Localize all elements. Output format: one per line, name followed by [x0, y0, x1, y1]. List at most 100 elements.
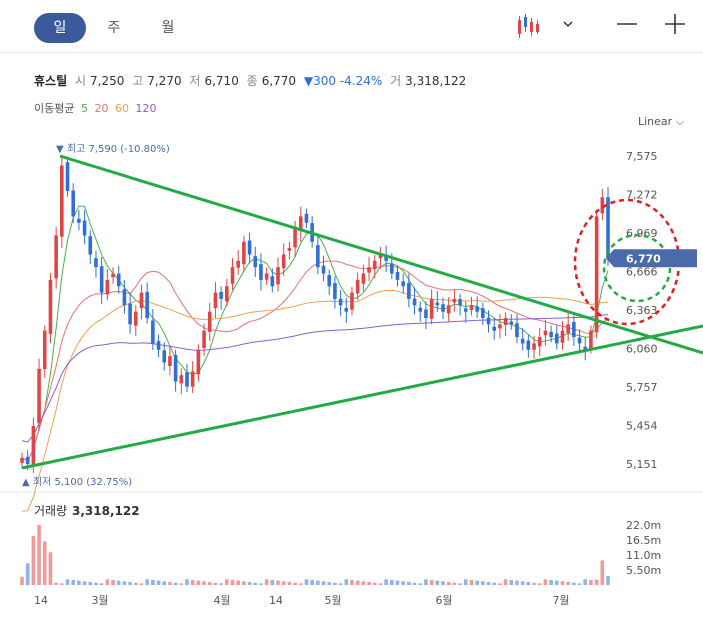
candle-body [537, 337, 542, 347]
candle-body [65, 162, 70, 191]
scale-label: Linear [638, 115, 673, 128]
volume-bar [390, 579, 394, 585]
volume-bar [481, 581, 485, 585]
candle-body [321, 265, 326, 274]
volume-bar [583, 579, 588, 585]
candle-body [395, 272, 400, 280]
volume-bar [606, 576, 610, 585]
moving-average-legend: 이동평균 5 20 60 120 [34, 100, 159, 116]
volume-bar [384, 579, 388, 585]
candle-body [128, 303, 132, 325]
volume-bar [572, 582, 576, 585]
tab-day[interactable]: 일 [34, 13, 86, 43]
volume-bar [128, 582, 132, 585]
zoom-out-icon[interactable] [613, 10, 641, 38]
volume-bar [31, 535, 36, 585]
price-tick: 6,060 [626, 343, 658, 356]
low-marker: ▲ 최저 5,100 (32.75%) [22, 476, 132, 488]
volume-bar [60, 583, 64, 585]
candle-body [162, 350, 167, 363]
candle-body [185, 372, 189, 387]
candle-body [259, 264, 263, 280]
tab-week[interactable]: 주 [107, 20, 121, 36]
candle-body [54, 235, 58, 279]
candle-body [253, 256, 258, 268]
current-price-tag [606, 249, 697, 268]
volume-bar [509, 579, 514, 585]
volume-bar [475, 580, 479, 585]
candle-body [281, 254, 286, 269]
candle-body [469, 305, 474, 310]
open-label: 시 [74, 74, 86, 88]
candle-body [452, 298, 457, 303]
high-label: 고 [132, 74, 144, 88]
candle-body [378, 254, 383, 259]
price-tick: 7,272 [626, 189, 658, 202]
volume-bar [350, 579, 354, 585]
price-tick: 5,151 [626, 458, 658, 471]
candle-body [486, 317, 491, 325]
volume-bar [71, 579, 76, 585]
volume-tick: 22.0m [626, 519, 661, 532]
price-tick: 5,454 [626, 420, 658, 433]
volume-bar [88, 582, 93, 585]
ma-5: 5 [80, 102, 88, 115]
candle-body [207, 311, 212, 332]
candle-body [247, 240, 252, 255]
candle-body [515, 323, 519, 338]
volume-bars [20, 525, 610, 585]
volume-bar [133, 582, 138, 585]
ma-5-line [21, 205, 609, 462]
volume-bar [589, 579, 593, 585]
candle-body [219, 291, 223, 299]
volume-bar [532, 582, 536, 585]
volume-bar [281, 581, 286, 585]
candle-body [361, 273, 366, 284]
candle-body [384, 254, 388, 261]
volume-bar [287, 582, 292, 585]
candle-body [372, 260, 377, 270]
volume-bar [242, 581, 246, 585]
scale-selector[interactable]: Linear ⌵ [638, 115, 684, 129]
volume-bar [412, 582, 417, 585]
volume-bar [543, 579, 548, 585]
volume-tick: 5.50m [626, 564, 661, 577]
candle-body [344, 307, 349, 312]
extreme-markers: ▼ 최고 7,590 (-10.80%) ▲ 최저 5,100 (32.75%) [22, 143, 170, 488]
open-value: 7,250 [90, 74, 125, 88]
candle-body [179, 375, 184, 384]
volume-bar [407, 582, 411, 585]
candle-body [20, 457, 24, 463]
candle-body [458, 299, 462, 306]
x-tick: 14 [269, 594, 283, 607]
volume-bar [168, 582, 172, 585]
candle-body [418, 307, 423, 312]
volume-bar [526, 582, 531, 585]
volume-bar [338, 583, 343, 585]
volume-bar [77, 580, 81, 585]
candle-body [333, 283, 337, 299]
candle-body [572, 321, 576, 338]
volume-bar [162, 581, 167, 585]
candle-body [77, 218, 81, 223]
zoom-in-icon[interactable] [661, 10, 689, 38]
candle-body [583, 346, 588, 350]
candle-body [42, 330, 47, 370]
volume-bar [372, 582, 377, 585]
low-value: 6,710 [204, 74, 239, 88]
price-axis: 7,575 7,272 6,969 6,666 6,363 6,060 5,757 5,454… [626, 150, 658, 471]
volume-bar [520, 581, 525, 585]
candlestick-type-icon[interactable] [516, 12, 578, 40]
candle-body [37, 368, 41, 424]
candle-body [327, 275, 332, 287]
volume-bar [293, 582, 297, 585]
candle-body [122, 289, 127, 306]
candle-body [589, 330, 593, 349]
candle-body [435, 302, 440, 306]
volume-bar [156, 580, 161, 585]
tab-month[interactable]: 월 [161, 20, 175, 36]
volume-label: 거래량 [34, 504, 67, 518]
volume-bar [139, 583, 144, 585]
volume-tick: 11.0m [626, 549, 661, 562]
